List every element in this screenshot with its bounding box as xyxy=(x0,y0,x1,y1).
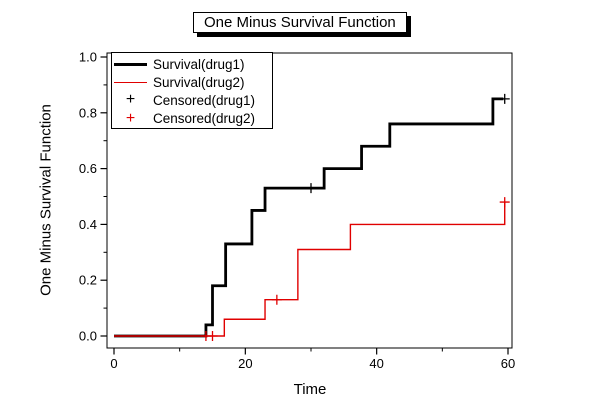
legend: Survival(drug1) Survival(drug2) + Censored(… xyxy=(111,52,273,129)
legend-line-swatch xyxy=(112,62,153,66)
legend-item: + Censored(drug2) xyxy=(112,110,272,128)
censored-marker-drug2 xyxy=(499,197,510,208)
censored-marker-drug1 xyxy=(306,183,316,194)
line-sample xyxy=(114,62,147,66)
chart-title: One Minus Survival Function xyxy=(193,12,407,33)
x-tick-label: 40 xyxy=(369,356,383,371)
legend-item: + Censored(drug1) xyxy=(112,91,272,109)
y-tick-label: 1.0 xyxy=(79,50,97,65)
y-tick-label: 0.2 xyxy=(79,273,97,288)
legend-plus-icon: + xyxy=(112,109,153,127)
legend-item-label: Censored(drug2) xyxy=(153,111,256,127)
step-curve-drug1 xyxy=(114,97,504,338)
x-tick-label: 0 xyxy=(110,356,117,371)
legend-item: Survival(drug2) xyxy=(112,73,272,91)
censored-marker-drug2 xyxy=(271,294,282,305)
censored-marker-drug2 xyxy=(207,331,218,341)
plot-frame xyxy=(106,52,513,349)
legend-plus-icon: + xyxy=(112,91,153,109)
plus-sample: + xyxy=(125,91,136,109)
legend-item-label: Survival(drug1) xyxy=(153,56,245,72)
y-tick-label: 0.4 xyxy=(79,217,97,232)
legend-item: Survival(drug1) xyxy=(112,55,272,73)
y-tick-label: 0.8 xyxy=(79,105,97,120)
y-tick-label: 0.6 xyxy=(79,161,97,176)
legend-line-swatch xyxy=(112,81,153,84)
x-tick-label: 60 xyxy=(501,356,515,371)
y-axis-label: One Minus Survival Function xyxy=(37,104,55,296)
y-tick-label: 0.0 xyxy=(79,329,97,344)
legend-item-label: Survival(drug2) xyxy=(153,74,245,90)
step-curve-drug2 xyxy=(114,202,506,337)
x-axis-label: Time xyxy=(293,381,327,398)
line-sample xyxy=(114,81,147,84)
plus-sample: + xyxy=(125,109,136,127)
legend-item-label: Censored(drug1) xyxy=(153,92,256,108)
censored-marker-drug1 xyxy=(499,93,510,104)
x-tick-label: 20 xyxy=(238,356,252,371)
